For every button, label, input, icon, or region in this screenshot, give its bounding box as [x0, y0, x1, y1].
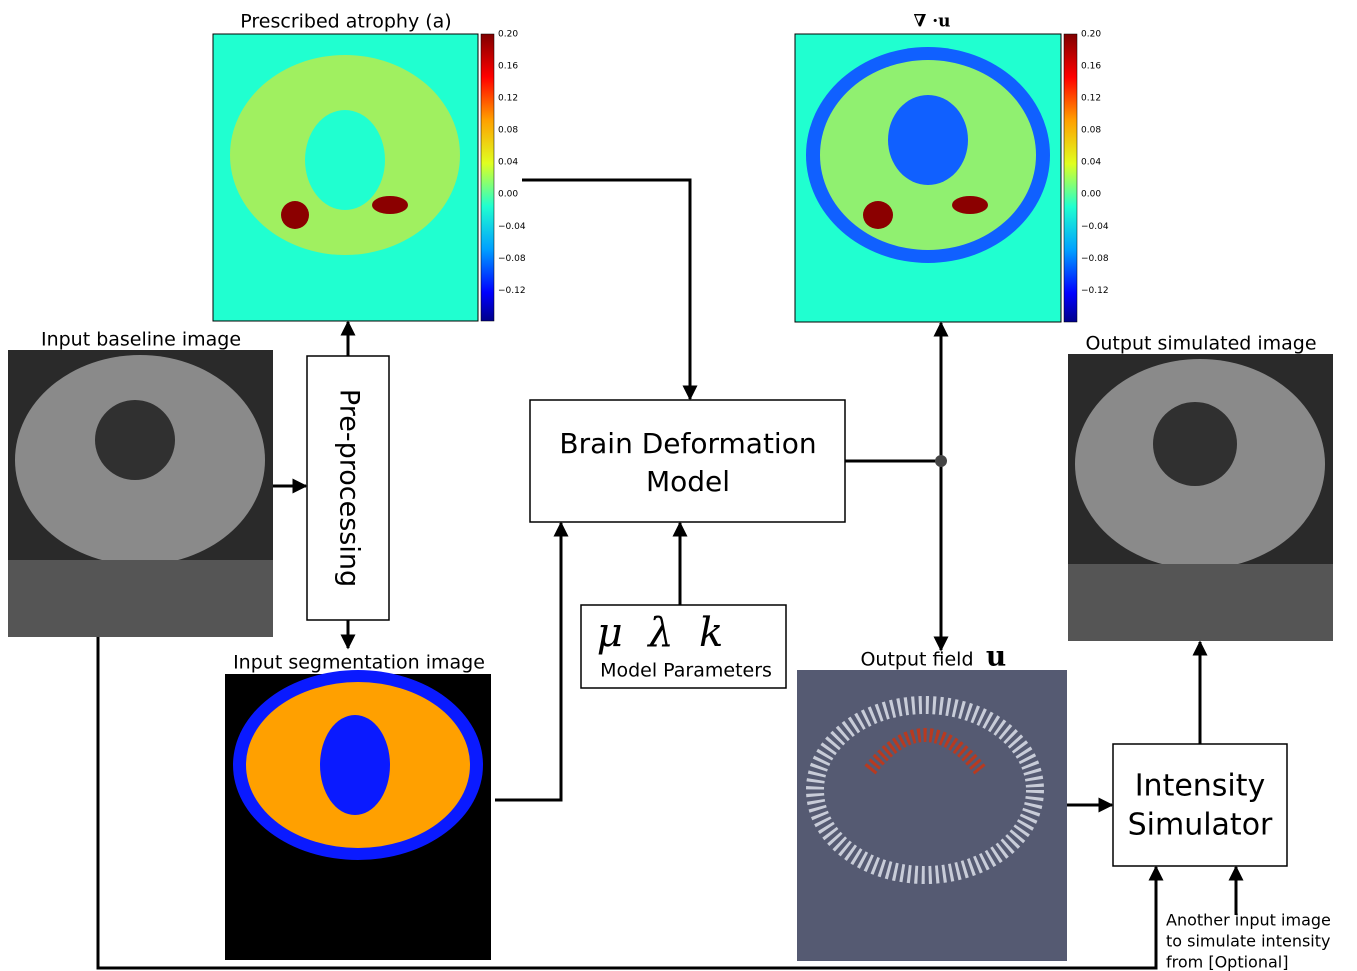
tissue [8, 560, 273, 637]
colorbar-tick-label: −0.08 [498, 254, 526, 264]
panel-title: Output simulated image [1085, 333, 1316, 355]
diagram: Prescribed atrophy (a) 0.20 0.16 0.12 0.08 0… [0, 0, 1357, 971]
colorbar-tick-label: 0.08 [1081, 126, 1101, 136]
region [281, 201, 309, 229]
colorbar-tick-label: −0.08 [1081, 254, 1109, 264]
arrow [495, 523, 561, 800]
model-label: Brain Deformation [559, 427, 816, 460]
panel-title: Input baseline image [41, 329, 241, 351]
colorbar [481, 34, 494, 321]
panel-title: Output field [860, 649, 973, 671]
region [863, 201, 893, 229]
panel-symbol: u [986, 640, 1006, 673]
parameters-label: Model Parameters [600, 660, 772, 682]
brain [305, 110, 385, 210]
panel-title: ∇ ·u [914, 12, 951, 32]
ventricle [320, 715, 390, 815]
parameters-symbols: μ λ k [597, 610, 723, 656]
image [797, 670, 1067, 961]
model-label: Model [646, 465, 730, 498]
tissue [1068, 564, 1333, 641]
colorbar-tick-label: 0.12 [1081, 94, 1101, 104]
junction [935, 455, 947, 467]
baseline-panel: Input baseline image [8, 329, 273, 638]
output-image-panel: Output simulated image [1068, 333, 1333, 642]
colorbar-tick-label: 0.04 [1081, 158, 1101, 168]
colorbar-tick-label: 0.00 [1081, 190, 1101, 200]
colorbar-tick-label: −0.12 [1081, 286, 1109, 296]
optional-note: to simulate intensity [1166, 932, 1330, 951]
colorbar-tick-label: 0.20 [1081, 30, 1101, 40]
colorbar-tick-label: 0.04 [498, 158, 518, 168]
region [952, 196, 988, 214]
simulator-box [1113, 744, 1287, 866]
colorbar [1064, 34, 1077, 322]
panel-title: Prescribed atrophy (a) [240, 11, 451, 33]
colorbar-tick-label: −0.04 [498, 222, 526, 232]
simulator-label: Intensity [1135, 769, 1266, 804]
colorbar-tick-label: −0.04 [1081, 222, 1109, 232]
arrow [522, 180, 690, 399]
ventricle [1153, 402, 1237, 486]
segmentation-panel: Input segmentation image [225, 652, 491, 961]
output-field-panel: Output field u [797, 640, 1067, 962]
divergence-panel: ∇ ·u 0.20 0.16 0.12 0.08 0.04 0.00 −0.04 −0.08 −… [795, 12, 1109, 323]
preprocessing-label: Pre-processing [334, 389, 365, 587]
colorbar-tick-label: 0.20 [498, 30, 518, 40]
model-box [530, 400, 845, 522]
atrophy-panel: Prescribed atrophy (a) 0.20 0.16 0.12 0.08 0… [213, 11, 526, 322]
simulator-label: Simulator [1128, 808, 1273, 843]
colorbar-tick-label: −0.12 [498, 286, 526, 296]
colorbar-tick-label: 0.08 [498, 126, 518, 136]
colorbar-tick-label: 0.12 [498, 94, 518, 104]
region [372, 196, 408, 214]
ventricle [888, 95, 968, 185]
ventricle [95, 400, 175, 480]
colorbar-tick-label: 0.00 [498, 190, 518, 200]
colorbar-tick-label: 0.16 [1081, 62, 1101, 72]
optional-note: Another input image [1166, 911, 1331, 930]
colorbar-tick-label: 0.16 [498, 62, 518, 72]
optional-note: from [Optional] [1166, 953, 1288, 971]
